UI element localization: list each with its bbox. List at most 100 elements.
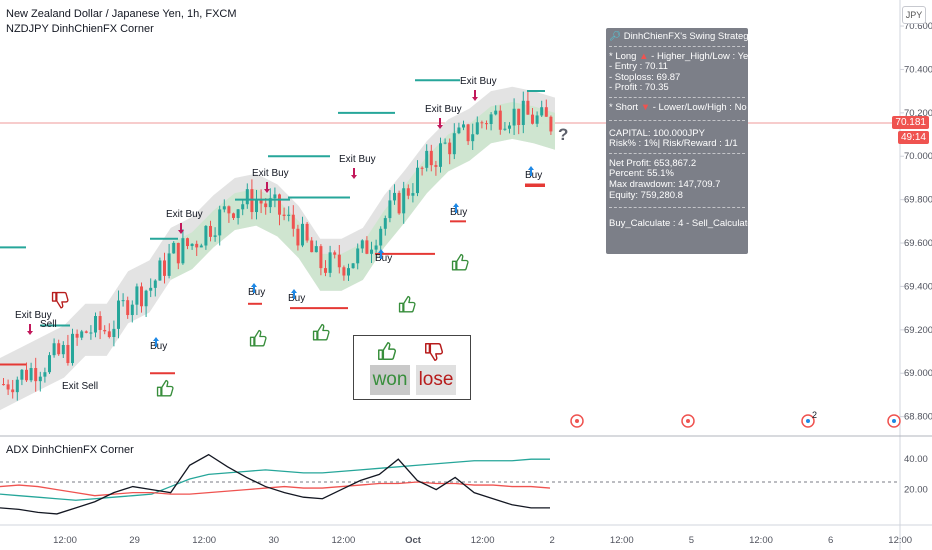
thumbs-down-icon <box>51 291 69 309</box>
candle-body <box>457 127 461 134</box>
candle-body <box>195 243 199 248</box>
y-tick-label: 69.200 <box>904 325 932 336</box>
candle-body <box>324 268 327 273</box>
candle-body <box>503 128 507 130</box>
candle-body <box>84 331 88 333</box>
candle-body <box>71 333 74 364</box>
risk: Risk% : 1%| Risk/Reward : 1/1 <box>609 138 738 150</box>
thumbs-up-shape <box>249 329 267 347</box>
candle-body <box>117 300 120 329</box>
candle-body <box>489 114 493 125</box>
x-tick-label: 12:00 <box>332 535 356 546</box>
candle-body <box>6 384 10 390</box>
candle-body <box>232 213 235 218</box>
candle-body <box>167 253 171 276</box>
candle-body <box>163 260 166 276</box>
candle-body <box>521 100 525 125</box>
capital: CAPITAL: 100.000JPY <box>609 127 705 139</box>
signal-label: Exit Buy <box>425 104 462 115</box>
candle-body <box>374 245 378 250</box>
candle-body <box>15 379 19 393</box>
calculate-summary: Buy_Calculate : 4 - Sell_Calculate : 0 <box>609 218 766 230</box>
candle-body <box>452 133 456 155</box>
candle-body <box>282 214 286 216</box>
candle-body <box>241 204 245 210</box>
candle-body <box>305 223 309 241</box>
x-tick-label: 30 <box>269 535 280 546</box>
y-tick-label: 68.800 <box>904 412 932 423</box>
candle-body <box>420 167 424 169</box>
candle-body <box>121 300 125 302</box>
candle-body <box>379 228 383 246</box>
candle-body <box>38 376 42 382</box>
x-tick-label: 12:00 <box>471 535 495 546</box>
candle-body <box>443 142 447 144</box>
strategy-info-panel: 🔎︎ DinhChienFX's Swing Strategy * Long ▲… <box>606 28 766 254</box>
candle-body <box>227 206 231 214</box>
exit-arrow <box>437 118 443 129</box>
candle-body <box>549 116 553 132</box>
candle-body <box>66 344 70 364</box>
candle-body <box>89 332 93 334</box>
x-tick-label: Oct <box>405 535 422 546</box>
adx-series-line <box>0 481 551 497</box>
candle-body <box>471 134 475 142</box>
x-tick-label: 12:00 <box>888 535 912 546</box>
x-tick-label: 12:00 <box>749 535 773 546</box>
candle-body <box>103 329 107 332</box>
x-tick-label: 12:00 <box>610 535 634 546</box>
buy-arrow <box>291 289 297 299</box>
candle-body <box>209 225 212 237</box>
candle-body <box>245 189 249 205</box>
candle-body <box>319 246 323 269</box>
symbol-title[interactable]: New Zealand Dollar / Japanese Yen, 1h, F… <box>6 8 237 20</box>
x-tick-label: 6 <box>828 535 833 546</box>
candle-body <box>126 300 130 316</box>
candle-body <box>80 331 84 338</box>
thumbs-up-icon <box>156 379 174 397</box>
currency-button[interactable]: JPY <box>902 6 926 24</box>
divider <box>609 119 745 126</box>
x-tick-label: 12:00 <box>53 535 77 546</box>
thumbs-up-icon <box>398 295 416 313</box>
candle-body <box>544 107 548 117</box>
candle-body <box>388 200 392 219</box>
signal-label: Buy <box>525 170 542 181</box>
candle-body <box>135 286 139 305</box>
thumbs-up-icon <box>312 323 330 341</box>
candle-body <box>11 389 15 393</box>
percent: Percent: 55.1% <box>609 168 674 180</box>
candle-body <box>526 100 530 115</box>
candle-body <box>61 344 65 355</box>
signal-label: Buy <box>375 253 392 264</box>
candle-body <box>393 192 396 201</box>
candle-body <box>333 252 337 255</box>
candle-body <box>2 384 5 386</box>
candle-body <box>34 368 38 382</box>
won-label: won <box>370 365 410 395</box>
candle-body <box>181 238 185 264</box>
candle-body <box>176 242 180 264</box>
candle-body <box>20 369 24 380</box>
adx-y-tick-label: 20.00 <box>904 485 928 496</box>
triangle-up-icon: ▲ <box>639 50 649 62</box>
candle-body <box>397 192 401 214</box>
signal-label: Exit Buy <box>166 209 203 220</box>
max-drawdown: Max drawdown: 147,709.7 <box>609 178 721 190</box>
candle-body <box>365 240 369 254</box>
indicator-title[interactable]: NZDJPY DinhChienFX Corner <box>6 23 154 35</box>
candle-body <box>112 328 116 338</box>
candle-body <box>278 194 281 215</box>
candle-body <box>439 143 442 167</box>
short-label: * Short <box>609 101 639 113</box>
y-tick-label: 69.000 <box>904 368 932 379</box>
buy-arrow <box>251 283 257 293</box>
candle-body <box>402 188 406 214</box>
candle-body <box>222 206 226 210</box>
sub-indicator-title[interactable]: ADX DinhChienFX Corner <box>6 444 134 456</box>
candle-body <box>190 243 194 247</box>
candle-body <box>370 249 373 254</box>
candle-body <box>158 260 162 281</box>
